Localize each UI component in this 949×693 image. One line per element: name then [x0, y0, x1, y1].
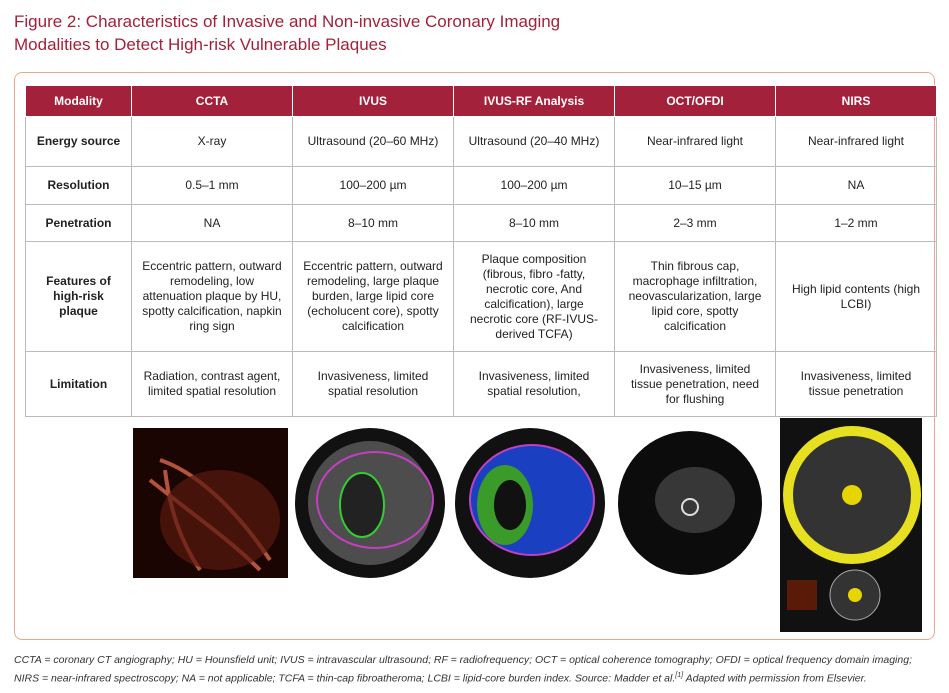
table-cell: NA	[131, 204, 293, 242]
oct-catheter	[681, 498, 699, 516]
column-header: CCTA	[131, 85, 293, 117]
table-cell: 1–2 mm	[775, 204, 937, 242]
table-cell: Near-infrared light	[775, 116, 937, 167]
title-line: Modalities to Detect High-risk Vulnerabl…	[14, 35, 387, 54]
table-cell: X-ray	[131, 116, 293, 167]
table-cell: Eccentric pattern, outward remodeling, l…	[292, 241, 454, 352]
ivus-rf-lumen	[494, 480, 526, 530]
row-header: Energy source	[25, 116, 132, 167]
table-cell: 8–10 mm	[292, 204, 454, 242]
table-row: Resolution 0.5–1 mm 100–200 µm 100–200 µm 10…	[25, 166, 937, 205]
footnote: CCTA = coronary CT angiography; HU = Hou…	[14, 653, 934, 687]
ivus-border	[316, 451, 434, 549]
table-cell: High lipid contents (high LCBI)	[775, 241, 937, 352]
ivus-lumen	[339, 472, 385, 538]
table-row: Features of high-risk plaque Eccentric pa…	[25, 241, 937, 352]
table-row: Energy source X-ray Ultrasound (20–60 MHz)…	[25, 116, 937, 167]
table-cell: Invasiveness, limited tissue penetration…	[614, 351, 776, 417]
table-cell: 100–200 µm	[292, 166, 454, 205]
table-cell: 0.5–1 mm	[131, 166, 293, 205]
table-row: Penetration NA 8–10 mm 8–10 mm 2–3 mm 1–2 mm	[25, 204, 937, 242]
table-row: Limitation Radiation, contrast agent, lim…	[25, 351, 937, 417]
table-cell: Invasiveness, limited spatial resolution	[292, 351, 454, 417]
table-cell: 10–15 µm	[614, 166, 776, 205]
nirs-catheter	[842, 485, 862, 505]
comparison-table: Modality CCTA IVUS IVUS-RF Analysis OCT/OFDI…	[25, 85, 937, 417]
column-header: NIRS	[775, 85, 937, 117]
table-cell: Invasiveness, limited tissue penetration	[775, 351, 937, 417]
row-header: Penetration	[25, 204, 132, 242]
table-cell: Radiation, contrast agent, limited spati…	[131, 351, 293, 417]
row-header: Limitation	[25, 351, 132, 417]
nirs-chemogram	[787, 580, 817, 610]
footnote-text: CCTA = coronary CT angiography; HU = Hou…	[14, 654, 912, 685]
table-cell: Plaque composition (fibrous, fibro -fatt…	[453, 241, 615, 352]
table-cell: Thin fibrous cap, macrophage infiltratio…	[614, 241, 776, 352]
header-row: Modality CCTA IVUS IVUS-RF Analysis OCT/OFDI…	[25, 85, 937, 117]
row-header: Features of high-risk plaque	[25, 241, 132, 352]
footnote-ref: [1]	[675, 672, 684, 679]
table-cell: NA	[775, 166, 937, 205]
table-cell: Eccentric pattern, outward remodeling, l…	[131, 241, 293, 352]
footnote-tail: Adapted with permission from Elsevier.	[683, 672, 867, 685]
table-cell: Ultrasound (20–60 MHz)	[292, 116, 454, 167]
column-header: IVUS-RF Analysis	[453, 85, 615, 117]
table-cell: 8–10 mm	[453, 204, 615, 242]
table-cell: 2–3 mm	[614, 204, 776, 242]
nirs-inset-catheter	[848, 588, 862, 602]
table-cell: 100–200 µm	[453, 166, 615, 205]
column-header: Modality	[25, 85, 132, 117]
row-header: Resolution	[25, 166, 132, 205]
table-cell: Near-infrared light	[614, 116, 776, 167]
column-header: IVUS	[292, 85, 454, 117]
table-cell: Ultrasound (20–40 MHz)	[453, 116, 615, 167]
ccta-heart	[160, 470, 280, 570]
figure-title: Figure 2: Characteristics of Invasive an…	[14, 10, 560, 56]
table-cell: Invasiveness, limited spatial resolution…	[453, 351, 615, 417]
column-header: OCT/OFDI	[614, 85, 776, 117]
title-line: Figure 2: Characteristics of Invasive an…	[14, 12, 561, 31]
